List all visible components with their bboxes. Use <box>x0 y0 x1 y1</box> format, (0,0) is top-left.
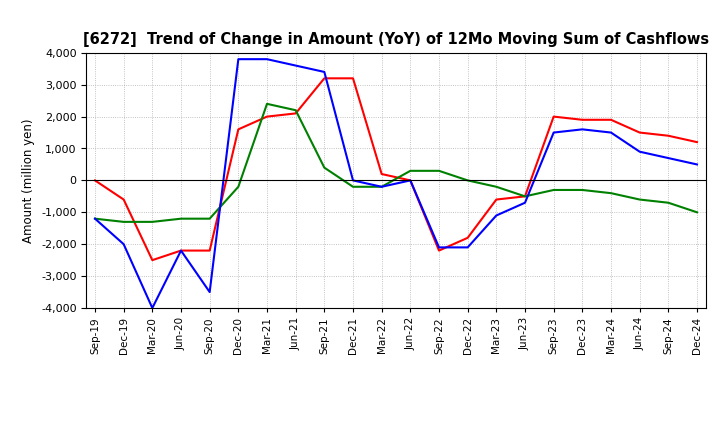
Operating Cashflow <box>635 130 644 135</box>
Investing Cashflow <box>320 165 328 170</box>
Free Cashflow <box>693 162 701 167</box>
Operating Cashflow <box>464 235 472 240</box>
Investing Cashflow <box>292 107 300 113</box>
Investing Cashflow <box>148 219 157 224</box>
Free Cashflow <box>464 245 472 250</box>
Investing Cashflow <box>348 184 357 189</box>
Operating Cashflow <box>205 248 214 253</box>
Investing Cashflow <box>492 184 500 189</box>
Free Cashflow <box>176 248 185 253</box>
Investing Cashflow <box>263 101 271 106</box>
Operating Cashflow <box>693 139 701 145</box>
Free Cashflow <box>521 200 529 205</box>
Operating Cashflow <box>578 117 587 122</box>
Investing Cashflow <box>693 210 701 215</box>
Free Cashflow <box>292 63 300 68</box>
Free Cashflow <box>263 56 271 62</box>
Free Cashflow <box>435 245 444 250</box>
Investing Cashflow <box>120 219 128 224</box>
Investing Cashflow <box>578 187 587 193</box>
Investing Cashflow <box>205 216 214 221</box>
Operating Cashflow <box>492 197 500 202</box>
Free Cashflow <box>578 127 587 132</box>
Operating Cashflow <box>234 127 243 132</box>
Free Cashflow <box>492 213 500 218</box>
Investing Cashflow <box>377 184 386 189</box>
Title: [6272]  Trend of Change in Amount (YoY) of 12Mo Moving Sum of Cashflows: [6272] Trend of Change in Amount (YoY) o… <box>83 33 709 48</box>
Free Cashflow <box>549 130 558 135</box>
Operating Cashflow <box>320 76 328 81</box>
Operating Cashflow <box>521 194 529 199</box>
Free Cashflow <box>120 242 128 247</box>
Investing Cashflow <box>91 216 99 221</box>
Investing Cashflow <box>549 187 558 193</box>
Operating Cashflow <box>435 248 444 253</box>
Free Cashflow <box>377 184 386 189</box>
Operating Cashflow <box>607 117 616 122</box>
Operating Cashflow <box>120 197 128 202</box>
Investing Cashflow <box>521 194 529 199</box>
Investing Cashflow <box>176 216 185 221</box>
Free Cashflow <box>91 216 99 221</box>
Free Cashflow <box>348 178 357 183</box>
Line: Investing Cashflow: Investing Cashflow <box>95 104 697 222</box>
Investing Cashflow <box>464 178 472 183</box>
Free Cashflow <box>320 69 328 74</box>
Operating Cashflow <box>406 178 415 183</box>
Operating Cashflow <box>292 111 300 116</box>
Investing Cashflow <box>234 184 243 189</box>
Free Cashflow <box>664 155 672 161</box>
Operating Cashflow <box>91 178 99 183</box>
Line: Free Cashflow: Free Cashflow <box>95 59 697 308</box>
Operating Cashflow <box>263 114 271 119</box>
Free Cashflow <box>148 305 157 311</box>
Investing Cashflow <box>607 191 616 196</box>
Line: Operating Cashflow: Operating Cashflow <box>95 78 697 260</box>
Operating Cashflow <box>148 257 157 263</box>
Free Cashflow <box>406 178 415 183</box>
Free Cashflow <box>205 290 214 295</box>
Operating Cashflow <box>176 248 185 253</box>
Free Cashflow <box>234 56 243 62</box>
Y-axis label: Amount (million yen): Amount (million yen) <box>22 118 35 242</box>
Operating Cashflow <box>664 133 672 138</box>
Free Cashflow <box>635 149 644 154</box>
Operating Cashflow <box>377 171 386 176</box>
Investing Cashflow <box>435 168 444 173</box>
Investing Cashflow <box>664 200 672 205</box>
Operating Cashflow <box>348 76 357 81</box>
Investing Cashflow <box>635 197 644 202</box>
Operating Cashflow <box>549 114 558 119</box>
Investing Cashflow <box>406 168 415 173</box>
Free Cashflow <box>607 130 616 135</box>
